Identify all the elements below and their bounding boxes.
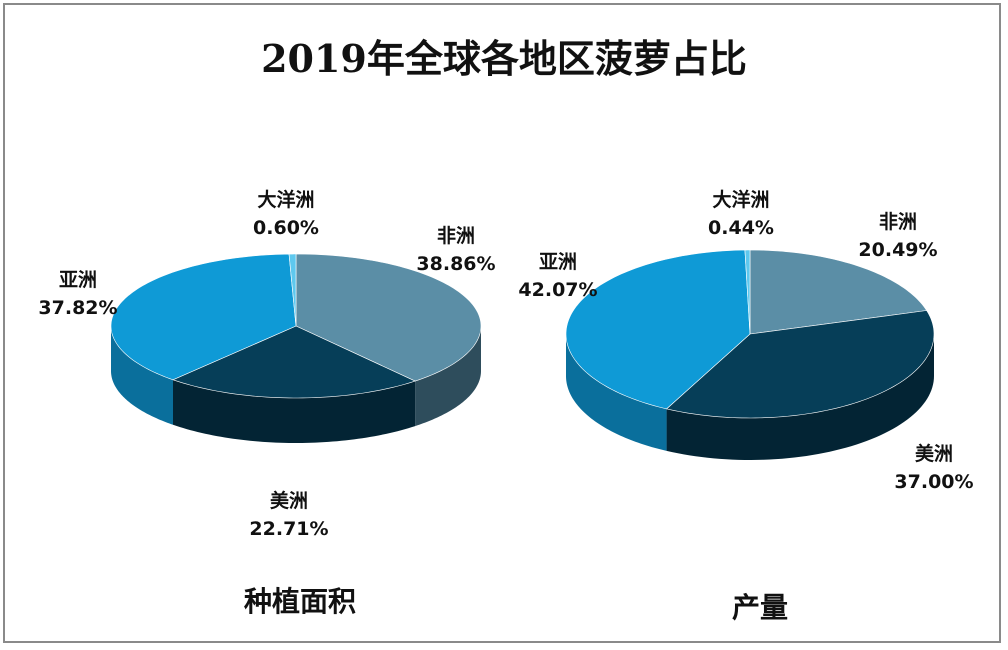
label-africa-1: 非洲 38.86% — [416, 225, 496, 275]
label-americas-2: 美洲 37.00% — [894, 443, 974, 493]
pie2-slice-asia — [565, 249, 751, 410]
pie1-slice-africa — [295, 253, 482, 382]
label-oceania-2: 大洋洲 0.44% — [708, 189, 774, 239]
pie1-side-asia — [111, 326, 173, 425]
label-americas-1: 美洲 22.71% — [249, 490, 329, 540]
pie2-slice-oceania — [744, 249, 751, 335]
chart-frame — [3, 3, 1001, 643]
label-asia-1: 亚洲 37.82% — [38, 269, 118, 319]
label-africa-2: 非洲 20.49% — [858, 211, 938, 261]
pie1-slice-oceania — [288, 253, 297, 327]
pie1-side-americas — [172, 379, 416, 443]
chart-title: 2019年全球各地区菠萝占比 — [261, 36, 747, 81]
label-asia-2: 亚洲 42.07% — [518, 251, 598, 301]
pie1-side-africa — [415, 326, 481, 427]
pie2-slice-americas — [665, 310, 935, 419]
pie1-slice-americas — [172, 325, 416, 399]
pie2-slice-africa — [749, 249, 928, 335]
pie1-slice-asia — [110, 253, 297, 381]
label-oceania-1: 大洋洲 0.60% — [253, 189, 319, 239]
subtitle-1: 种植面积 — [243, 585, 357, 618]
pie2-side-asia — [566, 334, 667, 451]
subtitle-2: 产量 — [731, 591, 789, 624]
pie2-side-americas — [666, 334, 934, 460]
